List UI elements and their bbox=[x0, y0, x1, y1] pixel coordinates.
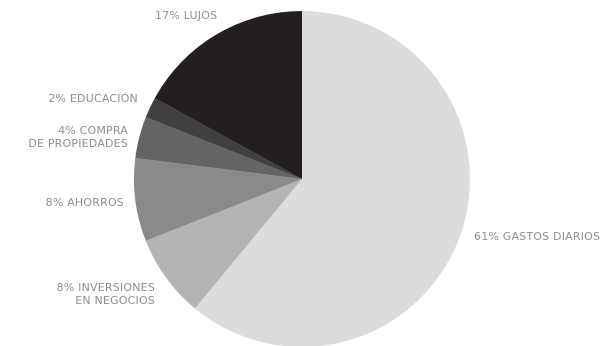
pie-labels: 61% GASTOS DIARIOS 8% INVERSIONES EN NEGOC… bbox=[28, 9, 600, 307]
pie-slice-gastos-diarios bbox=[194, 11, 470, 346]
pie-label-line: 8% INVERSIONES bbox=[57, 281, 155, 294]
pie-slice-compra-de-propiedades bbox=[135, 117, 302, 179]
pie-label-educacion: 2% EDUCACIÓN bbox=[48, 92, 138, 105]
pie-label-line: DE PROPIEDADES bbox=[28, 137, 128, 150]
pie-label-inversiones-en-negocios: 8% INVERSIONES EN NEGOCIOS bbox=[57, 281, 155, 307]
pie-label-line: 61% GASTOS DIARIOS bbox=[474, 230, 600, 243]
pie-label-compra-de-propiedades: 4% COMPRA DE PROPIEDADES bbox=[28, 124, 128, 150]
pie-label-ahorros: 8% AHORROS bbox=[46, 196, 124, 209]
pie-label-line: 17% LUJOS bbox=[155, 9, 217, 22]
pie-label-line: EN NEGOCIOS bbox=[75, 294, 155, 307]
pie-label-line: 4% COMPRA bbox=[58, 124, 128, 137]
pie-slice-educacion bbox=[145, 98, 302, 179]
pie-slice-inversiones-en-negocios bbox=[145, 179, 302, 309]
pie-slices bbox=[133, 11, 470, 346]
pie-label-lujos: 17% LUJOS bbox=[155, 9, 217, 22]
pie-label-line: 2% EDUCACIÓN bbox=[48, 92, 138, 105]
pie-label-gastos-diarios: 61% GASTOS DIARIOS bbox=[474, 230, 600, 243]
pie-slice-lujos bbox=[154, 11, 302, 179]
pie-slice-ahorros bbox=[133, 157, 302, 241]
pie-label-line: 8% AHORROS bbox=[46, 196, 124, 209]
